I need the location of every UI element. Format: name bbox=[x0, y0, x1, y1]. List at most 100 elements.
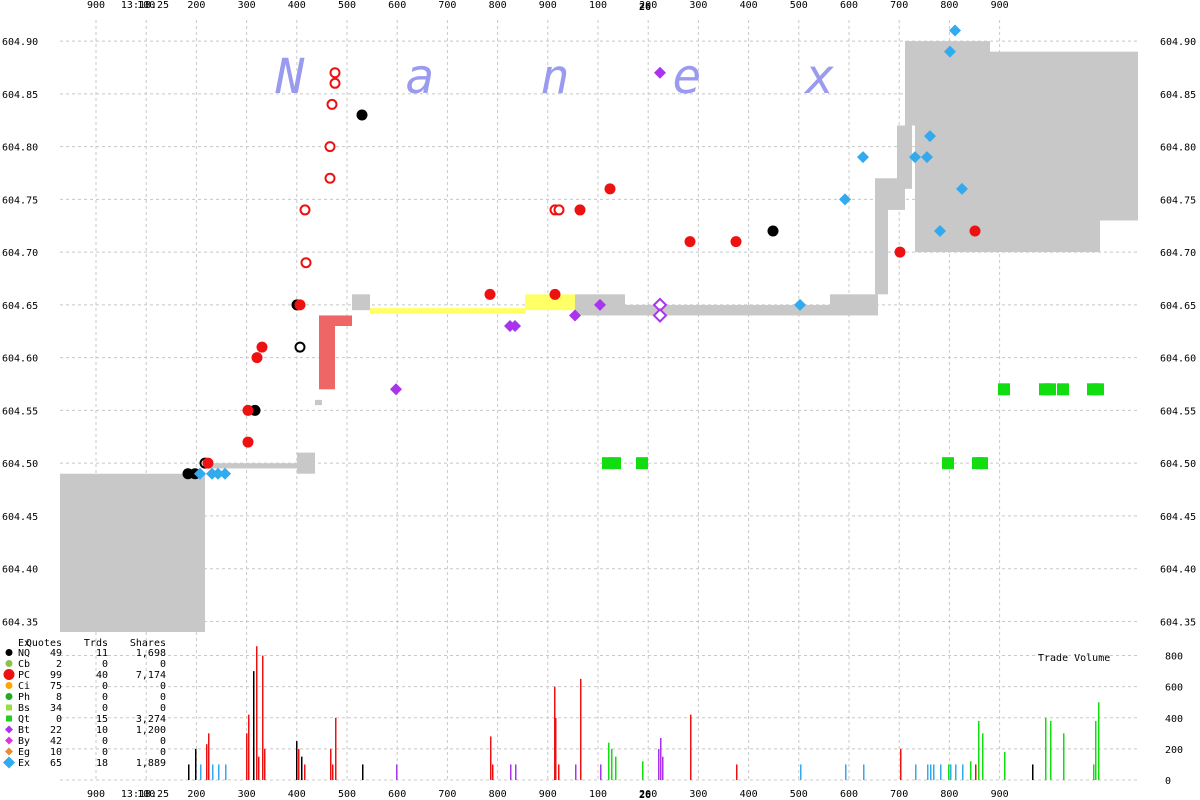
price-tick-label: 604.45 bbox=[2, 512, 38, 523]
table-quotes: 99 bbox=[50, 670, 62, 681]
volume-bar bbox=[658, 748, 660, 780]
table-exchange: Eg bbox=[18, 747, 30, 758]
volume-bar bbox=[1004, 752, 1006, 780]
volume-bar bbox=[515, 764, 517, 780]
bottom-time-axis: 900 100 200 300 400 500 600 700 800 900 100 200 300 4… bbox=[87, 789, 1009, 800]
table-trades: 18 bbox=[96, 758, 108, 769]
nbbo-band bbox=[60, 473, 205, 632]
qt-legend-marker bbox=[6, 715, 12, 722]
nq-quote-point bbox=[294, 341, 306, 353]
volume-bar bbox=[662, 756, 664, 780]
table-trades: 0 bbox=[102, 703, 108, 714]
watermark-letter: x bbox=[804, 49, 835, 105]
volume-axis: 800 600 400 200 0 Trade Volume bbox=[1038, 652, 1183, 787]
volume-bar bbox=[558, 764, 560, 780]
volume-bar bbox=[978, 720, 980, 780]
trade-series bbox=[182, 24, 1104, 480]
price-tick-label: 604.45 bbox=[1160, 512, 1196, 523]
price-tick-label: 604.85 bbox=[2, 90, 38, 101]
price-tick-label: 604.75 bbox=[1160, 195, 1196, 206]
pc-trade-point bbox=[894, 246, 906, 258]
table-exchange: Ci bbox=[18, 681, 30, 692]
price-tick-label: 604.85 bbox=[1160, 90, 1196, 101]
price-tick-label: 604.60 bbox=[1160, 354, 1196, 365]
time-tick-label: 500 bbox=[790, 789, 808, 800]
time-tick-label: 100 bbox=[137, 0, 155, 11]
nbbo-band bbox=[897, 125, 912, 189]
volume-bar bbox=[200, 764, 202, 780]
table-trades: 15 bbox=[96, 714, 108, 725]
nbbo-band bbox=[990, 51, 1138, 221]
price-tick-label: 604.75 bbox=[2, 195, 38, 206]
volume-bar bbox=[264, 748, 266, 780]
table-shares: 0 bbox=[160, 736, 166, 747]
qt-trade-point bbox=[998, 383, 1010, 396]
ex-trade-point bbox=[839, 193, 851, 206]
time-tick-label: 600 bbox=[840, 0, 858, 11]
nbbo-band bbox=[319, 315, 335, 390]
table-quotes: 34 bbox=[50, 703, 62, 714]
pc-legend-marker bbox=[3, 669, 15, 680]
volume-bar bbox=[1063, 733, 1065, 780]
bs-legend-marker bbox=[6, 704, 12, 711]
time-tick-label: 900 bbox=[991, 0, 1009, 11]
pc-trade-point bbox=[256, 341, 268, 353]
volume-bar bbox=[845, 764, 847, 780]
time-tick-label: 300 bbox=[689, 789, 707, 800]
table-quotes: 65 bbox=[50, 758, 62, 769]
pc-trade-point bbox=[294, 299, 306, 311]
table-trades: 11 bbox=[96, 648, 108, 659]
table-header: Quotes bbox=[26, 638, 62, 649]
volume-bar bbox=[1095, 720, 1097, 780]
nbbo-bands bbox=[60, 41, 1138, 632]
volume-bar bbox=[248, 714, 250, 780]
table-exchange: Bt bbox=[18, 725, 30, 736]
table-shares: 0 bbox=[160, 703, 166, 714]
price-tick-label: 604.90 bbox=[2, 37, 38, 48]
time-label: 13:18:25 bbox=[121, 0, 169, 11]
time-tick-label: 200 bbox=[187, 0, 205, 11]
ex-trade-point bbox=[794, 298, 806, 311]
table-quotes: 75 bbox=[50, 681, 62, 692]
table-quotes: 0 bbox=[56, 714, 62, 725]
volume-bar bbox=[212, 764, 214, 780]
time-tick-label: 900 bbox=[539, 0, 557, 11]
volume-bar bbox=[927, 764, 929, 780]
qt-trade-point bbox=[1057, 383, 1069, 396]
ex-trade-point bbox=[909, 151, 921, 164]
volume-bar bbox=[1045, 717, 1047, 780]
table-shares: 1,698 bbox=[136, 648, 166, 659]
time-tick-label: 100 bbox=[589, 789, 607, 800]
grid bbox=[60, 20, 1140, 781]
volume-bars bbox=[188, 646, 1100, 780]
time-tick-label: 900 bbox=[539, 789, 557, 800]
qt-trade-point bbox=[636, 457, 648, 470]
volume-bar bbox=[611, 748, 613, 780]
volume-bar bbox=[863, 764, 865, 780]
nq-trade-point bbox=[767, 225, 779, 237]
time-tick-label: 700 bbox=[438, 789, 456, 800]
watermark-letter: a bbox=[406, 49, 435, 105]
time-tick-label: 400 bbox=[740, 789, 758, 800]
eg-legend-marker bbox=[5, 747, 13, 756]
table-shares: 0 bbox=[160, 692, 166, 703]
volume-bar bbox=[948, 764, 950, 780]
volume-bar bbox=[208, 733, 210, 780]
qt-trade-point bbox=[976, 457, 988, 470]
minute-label: 26 bbox=[639, 2, 651, 13]
volume-bar bbox=[195, 748, 197, 780]
volume-bar bbox=[335, 717, 337, 780]
watermark-letter: e bbox=[673, 49, 702, 105]
table-trades: 40 bbox=[96, 670, 108, 681]
volume-bar bbox=[660, 738, 662, 780]
pc-trade-point bbox=[242, 436, 254, 448]
watermark-letter: n bbox=[541, 49, 570, 105]
table-trades: 0 bbox=[102, 747, 108, 758]
table-shares: 7,174 bbox=[136, 670, 166, 681]
volume-bar bbox=[490, 736, 492, 780]
volume-bar bbox=[330, 748, 332, 780]
price-tick-label: 604.35 bbox=[1160, 617, 1196, 628]
volume-bar bbox=[1050, 720, 1052, 780]
pc-quote-point bbox=[329, 77, 341, 89]
price-tick-label: 604.80 bbox=[2, 143, 38, 154]
